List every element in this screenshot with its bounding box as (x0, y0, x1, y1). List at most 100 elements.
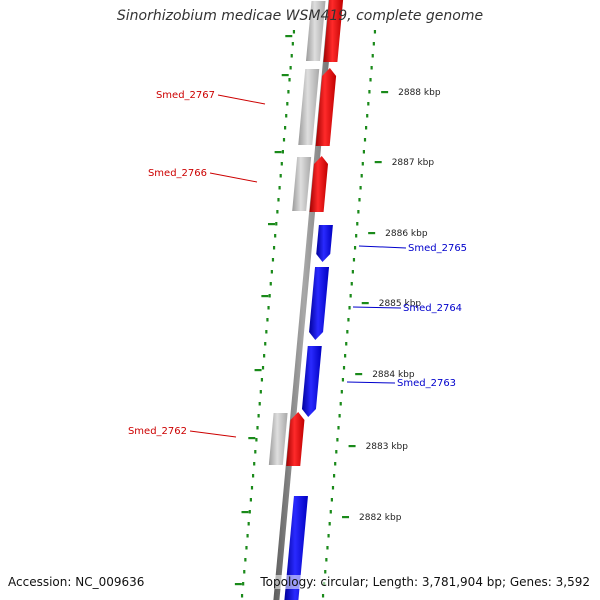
forward-gene-arrow (316, 225, 333, 262)
tick-mark (342, 516, 350, 519)
inner-dot (249, 498, 252, 502)
outer-dot (346, 330, 349, 334)
inner-dot (291, 42, 294, 46)
outer-dot (352, 258, 356, 262)
inner-dot (275, 222, 278, 226)
outer-dot (372, 42, 375, 46)
gene-shadow (292, 157, 312, 211)
label-leader-line (346, 381, 396, 384)
tick-label: 2887 kbp (392, 158, 435, 168)
label-leader-line (358, 245, 407, 249)
inner-dot (288, 78, 291, 82)
gene-shadow (268, 413, 288, 465)
outer-dot (345, 342, 348, 346)
tick-label: 2888 kbp (398, 88, 441, 98)
inner-dot (292, 30, 296, 34)
reverse-gene-arrow (286, 412, 305, 466)
outer-dot (336, 438, 339, 442)
reverse-gene-arrow (315, 68, 337, 146)
forward-gene-arrow (284, 496, 308, 600)
outer-dot (328, 522, 331, 526)
tick-label: 2884 kbp (372, 370, 415, 380)
outer-dot (330, 498, 333, 502)
inner-dot (289, 66, 292, 70)
accession-text: Accession: NC_009636 (8, 575, 145, 589)
outer-dot (359, 186, 362, 190)
label-leader-line (352, 306, 402, 309)
gene-label: Smed_2763 (397, 378, 456, 389)
outer-dot (369, 78, 372, 82)
tick-label: 2885 kbp (379, 299, 422, 309)
tick-mark (374, 161, 382, 164)
outer-dot (365, 126, 368, 130)
tick-mark (248, 437, 256, 440)
outer-dot (356, 222, 359, 226)
inner-dot (247, 522, 250, 526)
outer-dot (331, 486, 335, 490)
outer-dot (350, 282, 353, 286)
inner-dot (282, 138, 286, 142)
inner-dot (256, 426, 259, 430)
outer-dot (329, 510, 332, 514)
inner-dot (278, 186, 281, 190)
inner-dot (271, 258, 275, 262)
inner-dot (274, 234, 277, 238)
tick-label: 2882 kbp (359, 513, 402, 523)
outer-dot (335, 450, 338, 454)
outer-dot (326, 546, 329, 550)
inner-dot (286, 102, 289, 106)
outer-dot (321, 594, 325, 598)
gene-label: Smed_2766 (148, 168, 207, 179)
reverse-gene-arrow (323, 0, 344, 62)
tick-label: 2883 kbp (366, 442, 409, 452)
inner-dot (263, 354, 266, 358)
inner-dot (259, 390, 262, 394)
outer-dot (371, 54, 374, 58)
tick-dots (240, 30, 377, 598)
tick-mark (241, 511, 249, 514)
outer-dot (349, 294, 352, 298)
inner-dot (245, 546, 248, 550)
gene-features (268, 0, 344, 600)
inner-dot (248, 510, 251, 514)
outer-dot (327, 534, 330, 538)
tick-mark (285, 35, 293, 38)
inner-dot (250, 486, 254, 490)
label-leader-line (189, 430, 237, 438)
inner-dot (261, 366, 265, 370)
gene-shadow (305, 1, 326, 61)
inner-dot (270, 270, 273, 274)
outer-dot (353, 246, 357, 250)
outer-dot (332, 474, 336, 478)
tick-label: 2886 kbp (385, 229, 428, 239)
tick-mark (234, 583, 242, 586)
inner-dot (277, 198, 280, 202)
outer-dot (324, 570, 327, 574)
inner-dot (260, 378, 264, 382)
inner-dot (269, 282, 272, 286)
map-title: Sinorhizobium medicae WSM419, complete g… (116, 8, 484, 24)
outer-dot (370, 66, 373, 70)
outer-dot (338, 414, 341, 418)
tick-mark (368, 232, 376, 235)
outer-dot (344, 354, 347, 358)
inner-dot (244, 558, 247, 562)
inner-dot (268, 294, 271, 298)
outer-dot (355, 234, 358, 238)
outer-dot (367, 102, 370, 106)
outer-dot (360, 174, 363, 178)
inner-dot (284, 126, 287, 130)
outer-dot (357, 210, 360, 214)
gene-label: Smed_2767 (156, 90, 215, 101)
inner-dot (281, 150, 284, 154)
forward-gene-arrow (301, 346, 322, 417)
inner-dot (246, 534, 249, 538)
inner-dot (251, 474, 255, 478)
inner-dot (255, 438, 258, 442)
inner-dot (285, 114, 288, 118)
outer-dot (347, 318, 350, 322)
inner-dot (258, 402, 261, 406)
tick-mark (361, 302, 369, 305)
